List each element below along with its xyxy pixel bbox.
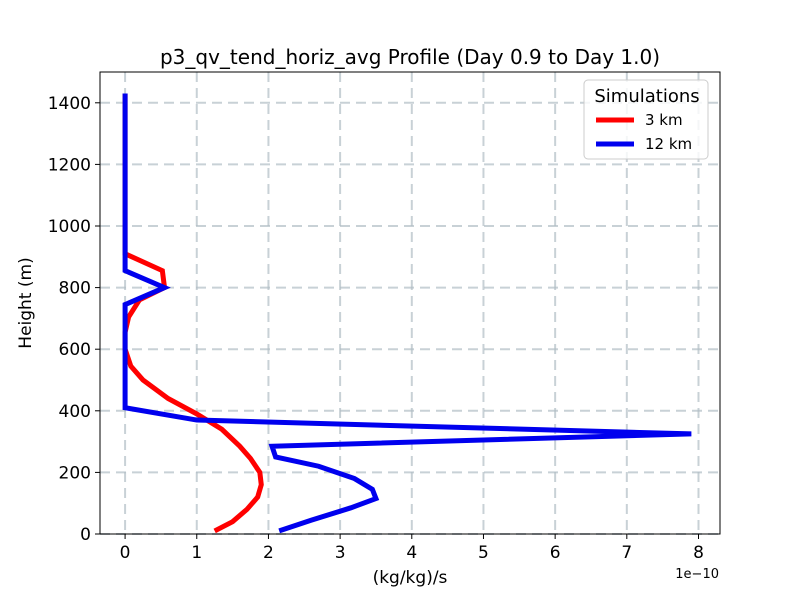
y-tick-label: 400 <box>59 402 91 422</box>
y-tick-label: 0 <box>80 525 91 545</box>
y-tick-label: 1200 <box>48 155 91 175</box>
x-axis-offset-label: 1e−10 <box>675 567 719 582</box>
x-tick-label: 6 <box>550 543 561 563</box>
series-line-12km <box>122 93 692 534</box>
x-tick-label: 4 <box>406 543 417 563</box>
y-tick-label: 1000 <box>48 217 91 237</box>
legend-label-3km: 3 km <box>645 111 683 129</box>
y-tick-label: 200 <box>59 463 91 483</box>
x-axis-label: (kg/kg)/s <box>373 568 448 588</box>
legend-box <box>583 79 709 160</box>
x-tick-label: 5 <box>478 543 489 563</box>
y-axis-label: Height (m) <box>16 257 36 348</box>
x-tick-label: 3 <box>335 543 346 563</box>
plot-frame <box>99 71 721 535</box>
y-tick-label: 1400 <box>48 94 91 114</box>
x-tick-label: 1 <box>191 543 202 563</box>
series-line-3km <box>122 93 264 534</box>
x-tick-label: 0 <box>120 543 131 563</box>
chart-title: p3_qv_tend_horiz_avg Profile (Day 0.9 to… <box>160 45 660 69</box>
legend-label-12km: 12 km <box>645 135 692 153</box>
legend-title: Simulations <box>594 86 699 107</box>
y-tick-label: 800 <box>59 279 91 299</box>
tick-layer: 0 1 2 3 4 5 6 7 8 0 200 400 600 800 1000 1200 1400 <box>48 94 704 563</box>
x-tick-label: 8 <box>693 543 704 563</box>
legend: Simulations 3 km 12 km <box>583 79 709 160</box>
y-tick-label: 600 <box>59 340 91 360</box>
x-tick-label: 7 <box>621 543 632 563</box>
series-layer <box>122 93 692 534</box>
x-tick-label: 2 <box>263 543 274 563</box>
